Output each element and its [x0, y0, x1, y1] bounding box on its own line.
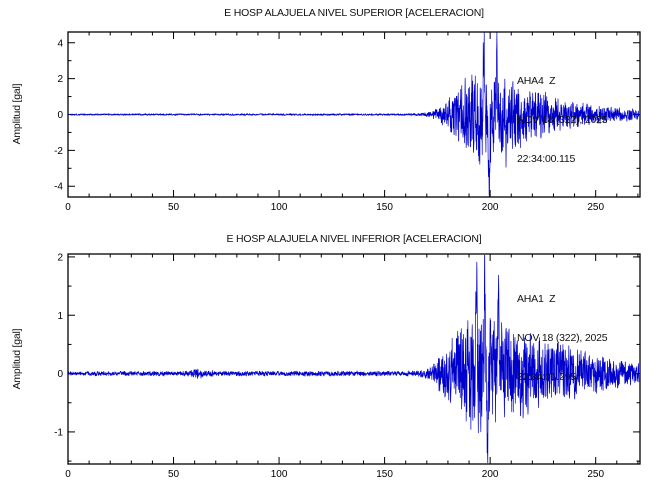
tick-label: 50	[168, 469, 180, 480]
tick-label: 0	[65, 202, 71, 213]
tick-label: 150	[376, 469, 393, 480]
date-label: NOV 18 (322), 2025	[517, 114, 608, 126]
tick-label: 200	[482, 469, 499, 480]
tick-label: 0	[65, 469, 71, 480]
tick-label: 200	[482, 202, 499, 213]
tick-label: 2	[57, 252, 63, 263]
tick-label: 1	[57, 311, 63, 322]
tick-labels: 0 50 100 150 200 250 -4 -2 0 2 4	[54, 38, 604, 213]
panel-nivel-inferior: E HOSP ALAJUELA NIVEL INFERIOR [ACELERAC…	[0, 228, 650, 500]
waveform-trace	[67, 32, 640, 197]
station-label: AHA1 Z	[517, 293, 556, 305]
tick-label: 100	[271, 202, 288, 213]
plot-frame	[67, 253, 641, 465]
plot-frame	[67, 31, 641, 198]
tick-label: 0	[57, 110, 63, 121]
tick-label: 2	[57, 74, 63, 85]
tick-label: 250	[587, 469, 604, 480]
event-annotation-superior: AHA4 Z NOV 18 (322), 2025 22:34:00.115	[517, 49, 608, 192]
tick-label: 50	[168, 202, 180, 213]
tick-label: 4	[57, 38, 63, 49]
panel-nivel-superior: E HOSP ALAJUELA NIVEL SUPERIOR [ACELERAC…	[0, 0, 650, 228]
tick-label: 100	[271, 469, 288, 480]
tick-label: 250	[587, 202, 604, 213]
tick-label: 0	[57, 369, 63, 380]
tick-label: 150	[376, 202, 393, 213]
tick-labels: 0 50 100 150 200 250 -1 0 1 2	[54, 252, 604, 480]
tick-label: -1	[54, 427, 63, 438]
chart-title-superior: E HOSP ALAJUELA NIVEL SUPERIOR [ACELERAC…	[224, 7, 484, 19]
event-annotation-inferior: AHA1 Z NOV 18 (322), 2025 22:34:01.295	[517, 267, 608, 410]
waveform-plot-superior: 0 50 100 150 200 250 -4 -2 0 2 4	[54, 31, 641, 213]
tick-label: -4	[54, 182, 63, 193]
time-label: 22:34:00.115	[517, 153, 576, 165]
y-axis-label-superior: Amplitud [gal]	[11, 83, 23, 145]
tick-label: -2	[54, 146, 63, 157]
station-label: AHA4 Z	[517, 75, 556, 87]
time-label: 22:34:01.295	[517, 371, 576, 383]
date-label: NOV 18 (322), 2025	[517, 332, 608, 344]
chart-title-inferior: E HOSP ALAJUELA NIVEL INFERIOR [ACELERAC…	[226, 233, 482, 245]
waveform-plot-inferior: 0 50 100 150 200 250 -1 0 1 2	[54, 252, 641, 480]
waveform-trace	[67, 254, 640, 464]
y-axis-label-inferior: Amplitud [gal]	[11, 328, 23, 390]
